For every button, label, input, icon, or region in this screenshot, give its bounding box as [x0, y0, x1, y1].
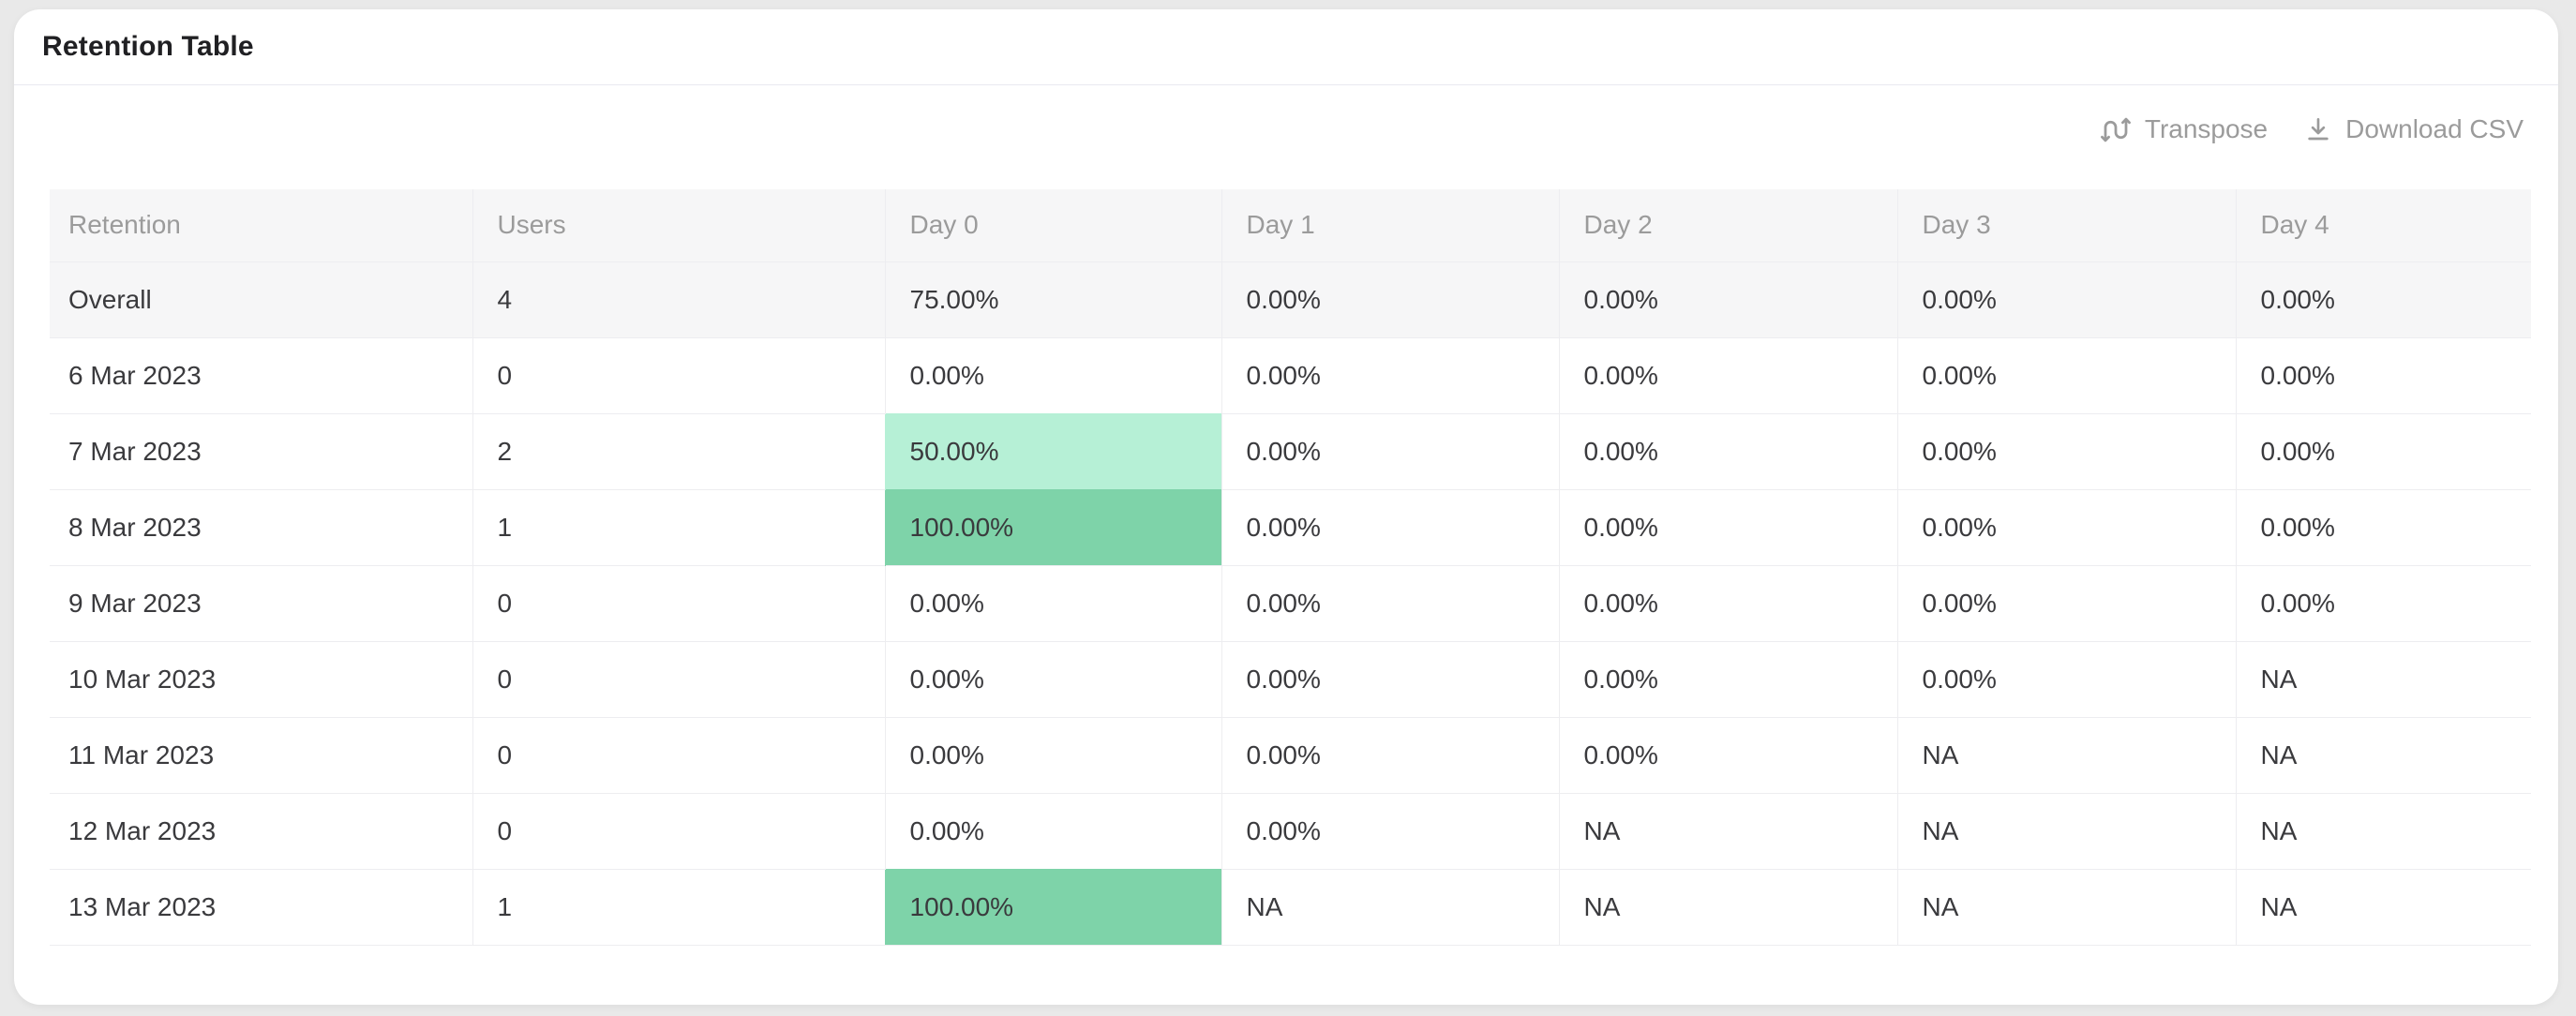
users-cell: 0	[472, 792, 885, 869]
row-label-cell: 10 Mar 2023	[50, 640, 472, 717]
row-label-cell: 13 Mar 2023	[50, 868, 472, 946]
table-row: 7 Mar 2023 2 50.00% 0.00% 0.00% 0.00% 0.00%	[50, 412, 2531, 489]
retention-value-cell: 0.00%	[2235, 412, 2531, 489]
transpose-icon	[2099, 114, 2133, 145]
retention-value-cell: NA	[2235, 640, 2531, 717]
retention-value-cell: 0.00%	[1896, 564, 2236, 641]
users-cell: 0	[472, 716, 885, 793]
table-row: 6 Mar 2023 0 0.00% 0.00% 0.00% 0.00% 0.00%	[50, 336, 2531, 413]
row-label-cell: 8 Mar 2023	[50, 488, 472, 565]
column-header-day-3: Day 3	[1896, 189, 2236, 261]
retention-value-cell-highlighted: 100.00%	[884, 488, 1221, 565]
row-label-cell: 6 Mar 2023	[50, 336, 472, 413]
retention-value-cell: 0.00%	[2235, 564, 2531, 641]
retention-value-cell: NA	[1558, 868, 1897, 946]
table-row: 11 Mar 2023 0 0.00% 0.00% 0.00% NA NA	[50, 716, 2531, 793]
table-row: 12 Mar 2023 0 0.00% 0.00% NA NA NA	[50, 792, 2531, 869]
retention-value-cell: 0.00%	[1221, 640, 1559, 717]
retention-value-cell: 0.00%	[1558, 716, 1897, 793]
users-cell: 1	[472, 868, 885, 946]
column-header-day-1: Day 1	[1221, 189, 1559, 261]
retention-value-cell: 0.00%	[1896, 640, 2236, 717]
retention-value-cell: NA	[2235, 716, 2531, 793]
users-cell: 1	[472, 488, 885, 565]
download-csv-label: Download CSV	[2345, 114, 2524, 143]
retention-card: Retention Table Transpose	[14, 9, 2558, 1005]
table-row: 8 Mar 2023 1 100.00% 0.00% 0.00% 0.00% 0.00%	[50, 488, 2531, 565]
retention-value-cell: 0.00%	[2235, 336, 2531, 413]
row-label-cell: 9 Mar 2023	[50, 564, 472, 641]
retention-value-cell: 0.00%	[1896, 336, 2236, 413]
table-row: 13 Mar 2023 1 100.00% NA NA NA NA	[50, 868, 2531, 946]
transpose-label: Transpose	[2144, 114, 2269, 143]
retention-value-cell: 0.00%	[1558, 564, 1897, 641]
users-cell: 0	[472, 564, 885, 641]
users-cell: 4	[472, 261, 885, 337]
column-header-day-2: Day 2	[1558, 189, 1897, 261]
page-title: Retention Table	[42, 31, 254, 62]
row-label-cell: Overall	[50, 261, 472, 337]
retention-value-cell: 0.00%	[1221, 564, 1559, 641]
retention-value-cell: 0.00%	[884, 716, 1221, 793]
retention-value-cell: 0.00%	[2235, 488, 2531, 565]
retention-table: Retention Users Day 0 Day 1 Day 2 Day 3 Day 4 …	[50, 189, 2531, 946]
row-label-cell: 7 Mar 2023	[50, 412, 472, 489]
column-header-day-4: Day 4	[2235, 189, 2531, 261]
retention-value-cell: 0.00%	[1558, 412, 1897, 489]
retention-value-cell: 0.00%	[1221, 792, 1559, 869]
column-header-retention: Retention	[50, 189, 472, 261]
retention-value-cell: 0.00%	[1558, 488, 1897, 565]
retention-value-cell: 0.00%	[1896, 412, 2236, 489]
retention-value-cell: 0.00%	[1896, 488, 2236, 565]
row-label-cell: 11 Mar 2023	[50, 716, 472, 793]
card-header: Retention Table	[14, 9, 2558, 85]
retention-value-cell: NA	[1221, 868, 1559, 946]
retention-value-cell: NA	[1896, 716, 2236, 793]
users-cell: 2	[472, 412, 885, 489]
retention-value-cell: 0.00%	[1896, 261, 2236, 337]
retention-value-cell: NA	[2235, 868, 2531, 946]
retention-value-cell: 0.00%	[1221, 716, 1559, 793]
download-icon	[2303, 114, 2333, 144]
card-body: Transpose Download CSV Retention Use	[14, 108, 2558, 946]
retention-value-cell: 0.00%	[1558, 640, 1897, 717]
retention-value-cell: 0.00%	[884, 792, 1221, 869]
retention-value-cell: NA	[1896, 868, 2236, 946]
table-header-row: Retention Users Day 0 Day 1 Day 2 Day 3 Day 4	[50, 189, 2531, 261]
retention-value-cell: 0.00%	[884, 336, 1221, 413]
retention-value-cell: 0.00%	[884, 640, 1221, 717]
column-header-day-0: Day 0	[884, 189, 1221, 261]
toolbar: Transpose Download CSV	[50, 108, 2531, 151]
table-body: Overall 4 75.00% 0.00% 0.00% 0.00% 0.00% 6 Mar …	[50, 261, 2531, 946]
retention-value-cell: 0.00%	[884, 564, 1221, 641]
retention-value-cell: NA	[2235, 792, 2531, 869]
retention-value-cell: NA	[1558, 792, 1897, 869]
row-label-cell: 12 Mar 2023	[50, 792, 472, 869]
column-header-users: Users	[472, 189, 885, 261]
retention-value-cell: 0.00%	[1221, 336, 1559, 413]
retention-value-cell: 0.00%	[1221, 412, 1559, 489]
retention-value-cell-highlighted: 50.00%	[884, 412, 1221, 489]
retention-value-cell: 0.00%	[2235, 261, 2531, 337]
retention-value-cell: 0.00%	[1221, 488, 1559, 565]
table-row: 9 Mar 2023 0 0.00% 0.00% 0.00% 0.00% 0.00%	[50, 564, 2531, 641]
users-cell: 0	[472, 640, 885, 717]
retention-value-cell: 75.00%	[884, 261, 1221, 337]
table-row: 10 Mar 2023 0 0.00% 0.00% 0.00% 0.00% NA	[50, 640, 2531, 717]
retention-value-cell: NA	[1896, 792, 2236, 869]
retention-value-cell: 0.00%	[1558, 336, 1897, 413]
retention-value-cell: 0.00%	[1558, 261, 1897, 337]
transpose-button[interactable]: Transpose	[2099, 114, 2268, 145]
retention-value-cell: 0.00%	[1221, 261, 1559, 337]
retention-value-cell-highlighted: 100.00%	[884, 868, 1221, 946]
download-csv-button[interactable]: Download CSV	[2303, 114, 2524, 144]
users-cell: 0	[472, 336, 885, 413]
table-row: Overall 4 75.00% 0.00% 0.00% 0.00% 0.00%	[50, 261, 2531, 337]
